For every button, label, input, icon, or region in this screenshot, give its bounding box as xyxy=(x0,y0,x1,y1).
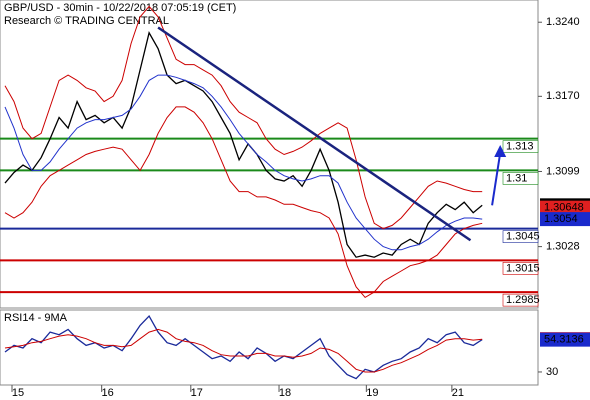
series-line xyxy=(4,5,483,230)
y-tick-label: 1.3099 xyxy=(546,165,580,177)
level-label: 1.31 xyxy=(506,172,527,184)
y-tick-label: 1.3028 xyxy=(546,241,580,253)
series-line xyxy=(4,106,483,299)
x-tick-label: 21 xyxy=(452,387,464,399)
arrow xyxy=(491,152,502,206)
y-tick-label: 1.3170 xyxy=(546,90,580,102)
level-label-box xyxy=(502,140,539,153)
x-tick-label: 18 xyxy=(279,387,291,399)
x-tick-label: 15 xyxy=(12,387,24,399)
price-tag xyxy=(540,212,590,227)
level-label: 1.2985 xyxy=(506,294,540,306)
series-line xyxy=(4,315,483,380)
rsi-title: RSI14 - 9MA xyxy=(4,312,68,324)
price-tag xyxy=(540,332,590,347)
level-label-box xyxy=(502,262,539,275)
x-tick-label: 19 xyxy=(366,387,378,399)
chart-title: GBP/USD - 30min - 10/22/2018 07:05:19 (C… xyxy=(4,2,236,14)
series-line xyxy=(4,31,483,258)
arrow-head xyxy=(494,145,507,158)
price-tag-label: 54.3136 xyxy=(544,334,584,346)
level-label-box xyxy=(502,230,539,243)
x-tick-label: 17 xyxy=(191,387,203,399)
y-tick-label: 30 xyxy=(546,366,558,378)
y-tick-label: 1.3240 xyxy=(546,16,580,28)
price-tag-label: 1.3054 xyxy=(544,213,578,225)
level-label-box xyxy=(502,293,539,307)
level-label-box xyxy=(502,172,539,185)
level-label: 1.313 xyxy=(506,141,534,153)
price-tag-label: 1.30648 xyxy=(544,202,584,214)
trendline xyxy=(157,26,472,242)
level-label: 1.3045 xyxy=(506,231,540,243)
level-label: 1.3015 xyxy=(506,262,540,274)
x-tick-label: 16 xyxy=(102,387,114,399)
series-line xyxy=(4,328,483,373)
rsi-panel xyxy=(0,309,539,386)
price-tag xyxy=(540,200,590,215)
series-line xyxy=(4,74,483,251)
chart-subtitle: Research © TRADING CENTRAL xyxy=(4,15,169,27)
main-panel xyxy=(0,0,539,309)
